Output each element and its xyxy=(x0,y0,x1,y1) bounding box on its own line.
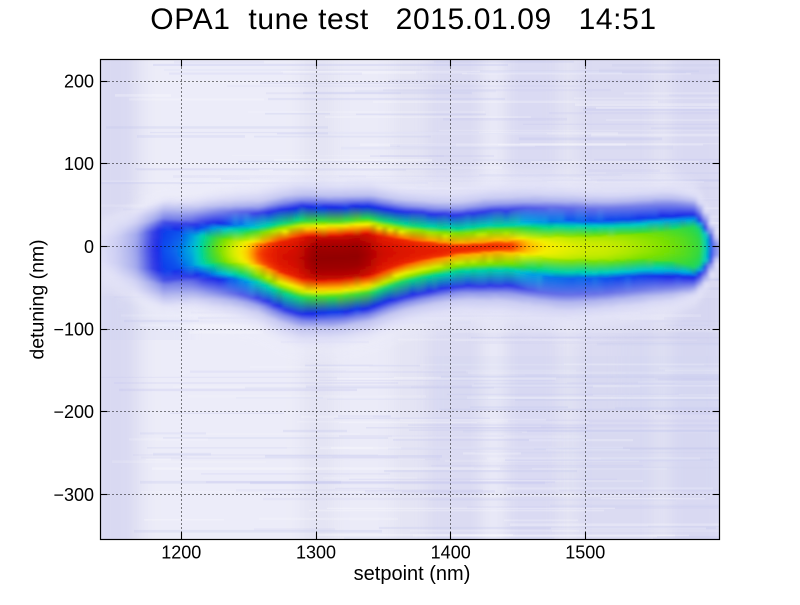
svg-text:OPA1 tune test 2015.01.09: OPA1 tune test 2015.01.09 14:51 xyxy=(150,3,656,36)
svg-text:200: 200 xyxy=(64,72,94,92)
svg-text:100: 100 xyxy=(64,154,94,174)
svg-text:−100: −100 xyxy=(53,320,94,340)
svg-text:−300: −300 xyxy=(53,485,94,505)
svg-text:1500: 1500 xyxy=(565,543,605,563)
svg-text:0: 0 xyxy=(84,237,94,257)
svg-text:1400: 1400 xyxy=(431,543,471,563)
svg-text:setpoint (nm): setpoint (nm) xyxy=(354,563,471,585)
svg-text:−200: −200 xyxy=(53,402,94,422)
svg-text:1200: 1200 xyxy=(161,543,201,563)
svg-text:detuning (nm): detuning (nm) xyxy=(27,239,49,359)
svg-text:1300: 1300 xyxy=(296,543,336,563)
